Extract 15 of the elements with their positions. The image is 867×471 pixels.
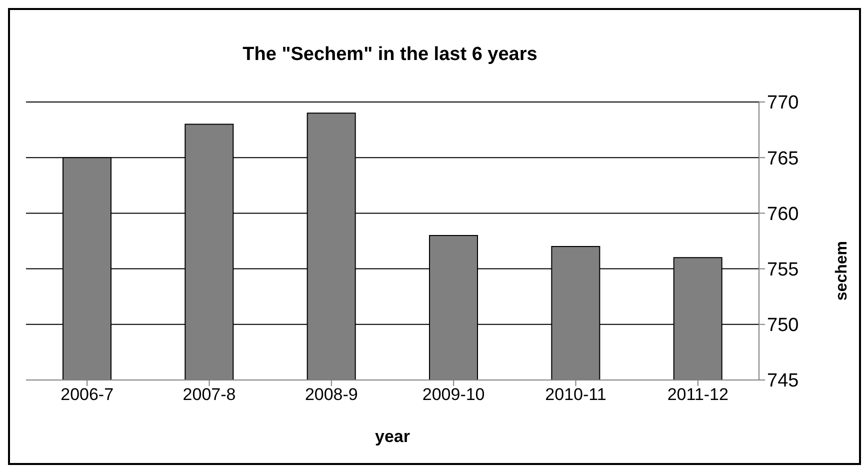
chart-title: The "Sechem" in the last 6 years: [242, 44, 538, 66]
x-axis-title: year: [375, 427, 410, 446]
y-tick-label: 770: [767, 92, 799, 114]
y-tick-label: 765: [767, 148, 799, 170]
x-tick-label: 2006-7: [60, 385, 114, 404]
x-tick-label: 2011-12: [667, 385, 728, 404]
x-tick-label: 2007-8: [182, 385, 236, 404]
x-tick-label: 2008-9: [304, 385, 358, 404]
x-tick-label: 2009-10: [422, 385, 485, 404]
y-tick-label: 755: [767, 260, 799, 281]
y-axis-title: sechem: [834, 241, 851, 301]
y-tick-label: 745: [767, 370, 799, 392]
x-tick-label: 2010-11: [545, 385, 606, 404]
y-tick-label: 750: [767, 315, 799, 336]
y-tick-label: 760: [767, 204, 799, 225]
